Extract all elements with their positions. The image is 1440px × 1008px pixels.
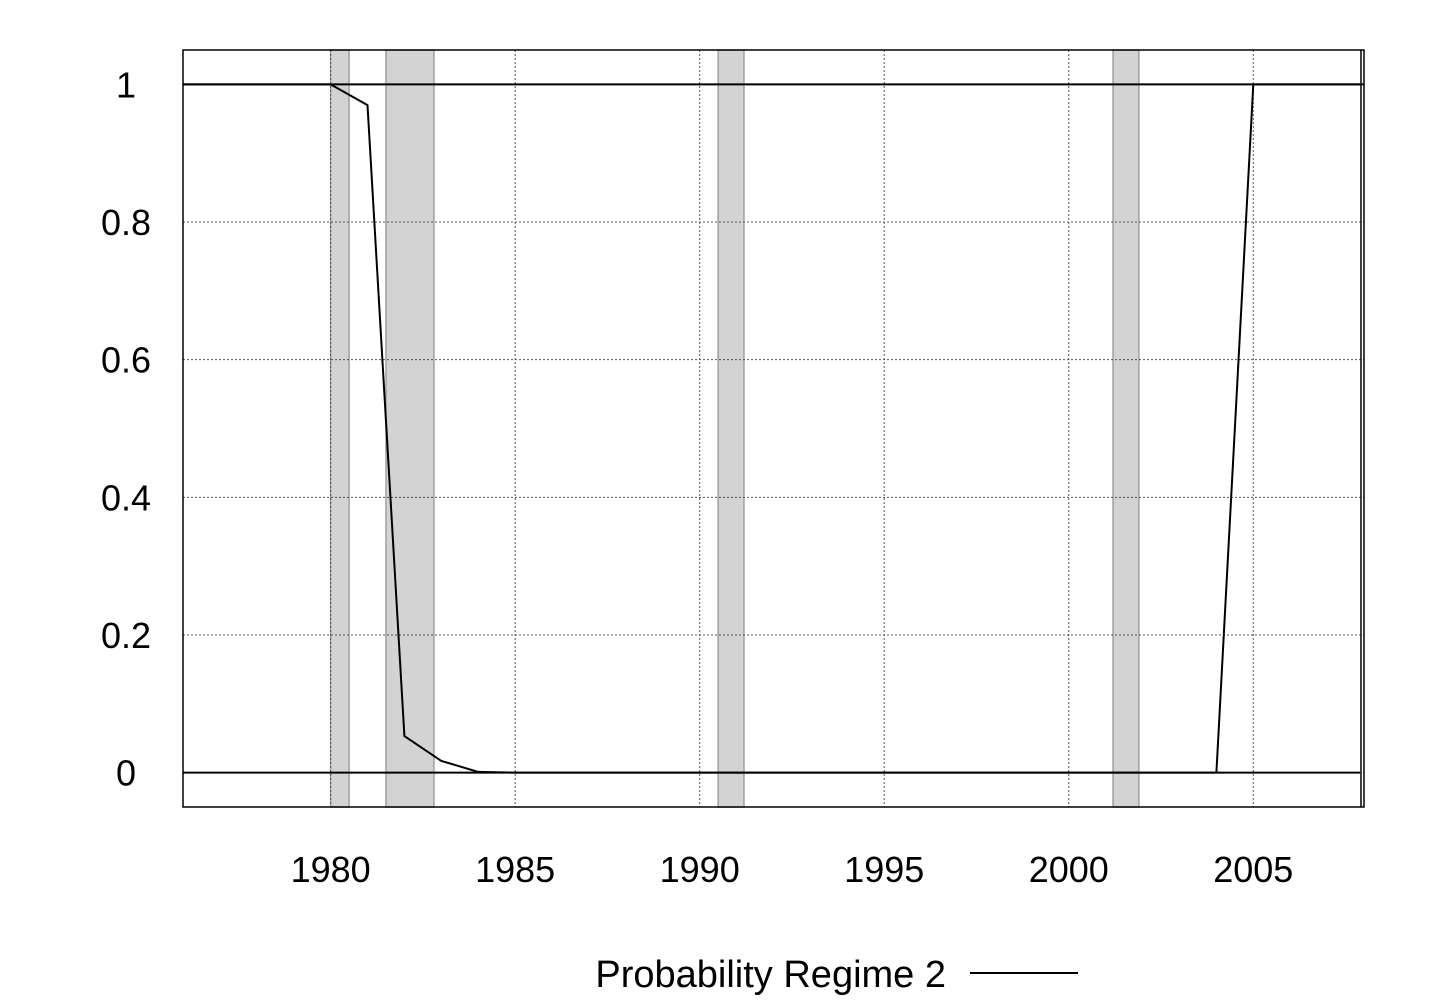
shaded-periods: [329, 49, 1140, 808]
y-axis-ticks: 0 0.2 0.4 0.6 0.8 1: [101, 64, 151, 793]
reference-lines: [183, 50, 1362, 807]
x-tick-label-1985: 1985: [475, 849, 555, 890]
series-lines: [183, 83, 1364, 774]
y-tick-label-1: 0.2: [101, 615, 151, 656]
shaded-period-3: [1112, 49, 1140, 808]
y-tick-label-5: 1: [116, 64, 136, 105]
x-tick-label-1995: 1995: [844, 849, 924, 890]
x-tick-label-2000: 2000: [1029, 849, 1109, 890]
shaded-period-2: [717, 49, 745, 808]
legend: Probability Regime 2: [595, 954, 1078, 996]
y-tick-label-3: 0.6: [101, 340, 151, 381]
y-tick-label-2: 0.4: [101, 477, 151, 518]
legend-label: Probability Regime 2: [595, 954, 946, 996]
x-axis-ticks: 1980 1985 1990 1995 2000 2005: [291, 849, 1294, 890]
x-tick-label-1980: 1980: [291, 849, 371, 890]
x-tick-label-2005: 2005: [1213, 849, 1293, 890]
shaded-period-1: [385, 49, 435, 808]
y-tick-label-4: 0.8: [101, 202, 151, 243]
plot-frame: [182, 49, 1365, 808]
y-tick-label-0: 0: [116, 753, 136, 794]
x-tick-label-1990: 1990: [660, 849, 740, 890]
shaded-period-0: [329, 49, 350, 808]
series-line-0: [183, 83, 1364, 774]
grid-lines: [183, 50, 1364, 807]
